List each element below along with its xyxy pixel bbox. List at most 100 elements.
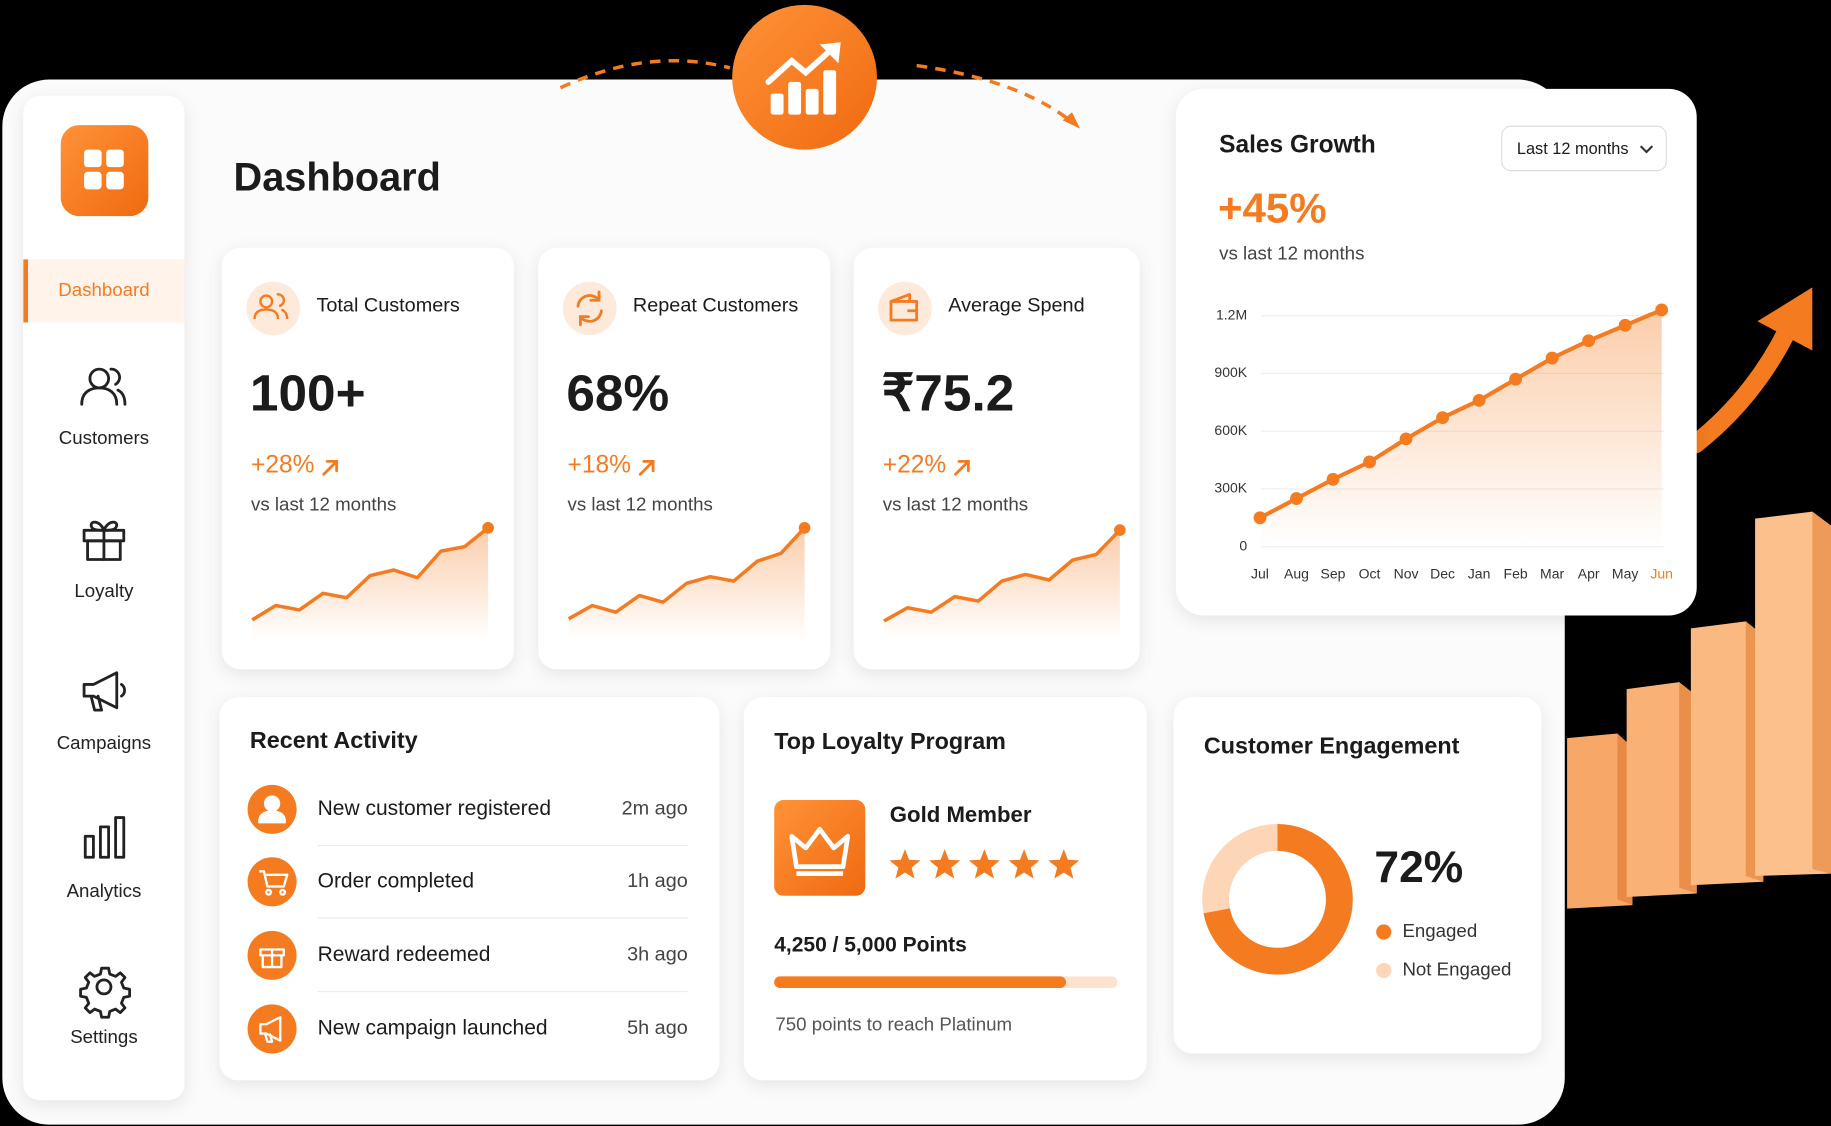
x-tick-label: May [1612, 565, 1638, 581]
decor-bars [1567, 287, 1831, 909]
engagement-center-label: 72% [1374, 843, 1463, 892]
stat-value: ₹75.2 [882, 364, 1015, 422]
stat-icon [889, 293, 919, 322]
point [1290, 492, 1303, 505]
stat-change: +18% [568, 452, 631, 479]
activity-icon [259, 948, 285, 969]
x-tick-label: Oct [1359, 565, 1381, 581]
legend-label: Not Engaged [1402, 958, 1511, 979]
points-label: 4,250 / 5,000 Points [774, 934, 967, 957]
decor-dash [916, 63, 1070, 121]
nav-label[interactable]: Analytics [67, 880, 142, 901]
line [1259, 308, 1663, 520]
trend-arrow [954, 460, 970, 476]
sparkline-end [1114, 524, 1126, 536]
nav-label[interactable]: Loyalty [74, 580, 134, 601]
progress-fill [774, 976, 1067, 989]
sparkline [567, 526, 806, 621]
stat-value: 68% [566, 364, 669, 422]
activity-time: 5h ago [627, 1017, 688, 1039]
trend-arrow [322, 460, 339, 476]
logo-icon [84, 149, 124, 190]
activity-card [219, 697, 720, 1081]
star [1048, 849, 1080, 879]
stat-value: 100+ [250, 364, 366, 422]
sparkline-area [252, 527, 489, 641]
nav-label[interactable]: Dashboard [58, 279, 149, 300]
point [1655, 303, 1669, 317]
star [968, 849, 1000, 879]
stat-period: vs last 12 months [568, 494, 713, 515]
crown-icon [789, 826, 851, 876]
sidebar [23, 95, 185, 1101]
x-tick-label: Nov [1394, 565, 1419, 581]
activity-icon-bg [247, 857, 297, 907]
stat-icon-bg [562, 281, 617, 336]
trend-arrow [638, 460, 655, 476]
card-title: Customer Engagement [1204, 733, 1460, 759]
active-nav-bg [28, 259, 185, 323]
points-note: 750 points to reach Platinum [775, 1013, 1012, 1034]
nav-label[interactable]: Customers [59, 427, 149, 448]
stat-icon [576, 290, 603, 327]
point [1582, 334, 1596, 348]
sparkline [883, 528, 1122, 623]
point [1253, 511, 1267, 525]
tier-badge [774, 800, 866, 896]
point [1545, 351, 1559, 365]
y-tick-label: 900K [1214, 364, 1247, 380]
growth-badge [732, 4, 877, 150]
point [1363, 455, 1376, 469]
star [1008, 849, 1040, 879]
growth-period: vs last 12 months [1219, 243, 1364, 264]
range-label[interactable]: Last 12 months [1517, 140, 1629, 158]
point [1472, 393, 1486, 407]
point [1399, 432, 1413, 446]
x-tick-label: Feb [1504, 565, 1528, 581]
x-tick-label: Mar [1540, 565, 1564, 581]
activity-icon-bg [247, 1004, 297, 1054]
y-tick-label: 600K [1214, 422, 1247, 438]
stat-change: +28% [251, 452, 314, 479]
area [1259, 309, 1662, 547]
active-nav-indicator [23, 259, 29, 323]
growth-badge-icon [765, 42, 841, 115]
activity-time: 1h ago [627, 870, 688, 892]
donut-segment [1202, 823, 1353, 975]
x-tick-label: Dec [1430, 565, 1455, 581]
point [1326, 472, 1340, 486]
point [1618, 318, 1632, 332]
star [929, 849, 961, 879]
star [889, 849, 921, 879]
point [1509, 372, 1523, 386]
app-logo[interactable] [60, 125, 149, 217]
card-title: Top Loyalty Program [774, 728, 1006, 754]
sparkline-end [798, 522, 811, 534]
activity-time: 3h ago [627, 944, 688, 966]
x-tick-label: Apr [1578, 565, 1600, 581]
card-title: Recent Activity [250, 727, 418, 753]
nav-label[interactable]: Campaigns [57, 732, 151, 753]
x-tick-label: Aug [1284, 565, 1309, 581]
sparkline-end [482, 522, 494, 534]
activity-text: New campaign launched [318, 1016, 548, 1039]
growth-change: +45% [1218, 185, 1327, 232]
decor-dash [559, 59, 731, 90]
legend-swatch [1376, 962, 1392, 979]
stat-title: Repeat Customers [633, 294, 799, 316]
activity-icon [258, 795, 287, 824]
sparkline [251, 526, 490, 622]
nav-label[interactable]: Settings [70, 1026, 137, 1047]
stat-title: Average Spend [948, 294, 1084, 316]
y-tick-label: 1.2M [1216, 306, 1247, 322]
stat-period: vs last 12 months [883, 494, 1028, 515]
y-tick-label: 300K [1214, 480, 1247, 496]
stat-icon-bg [246, 281, 301, 336]
stat-change: +22% [883, 452, 946, 479]
dropdown-chevron [1639, 145, 1654, 154]
stat-title: Total Customers [316, 294, 459, 316]
tier-name: Gold Member [890, 802, 1032, 827]
range-dropdown[interactable] [1501, 125, 1667, 172]
stat-icon [253, 293, 289, 320]
